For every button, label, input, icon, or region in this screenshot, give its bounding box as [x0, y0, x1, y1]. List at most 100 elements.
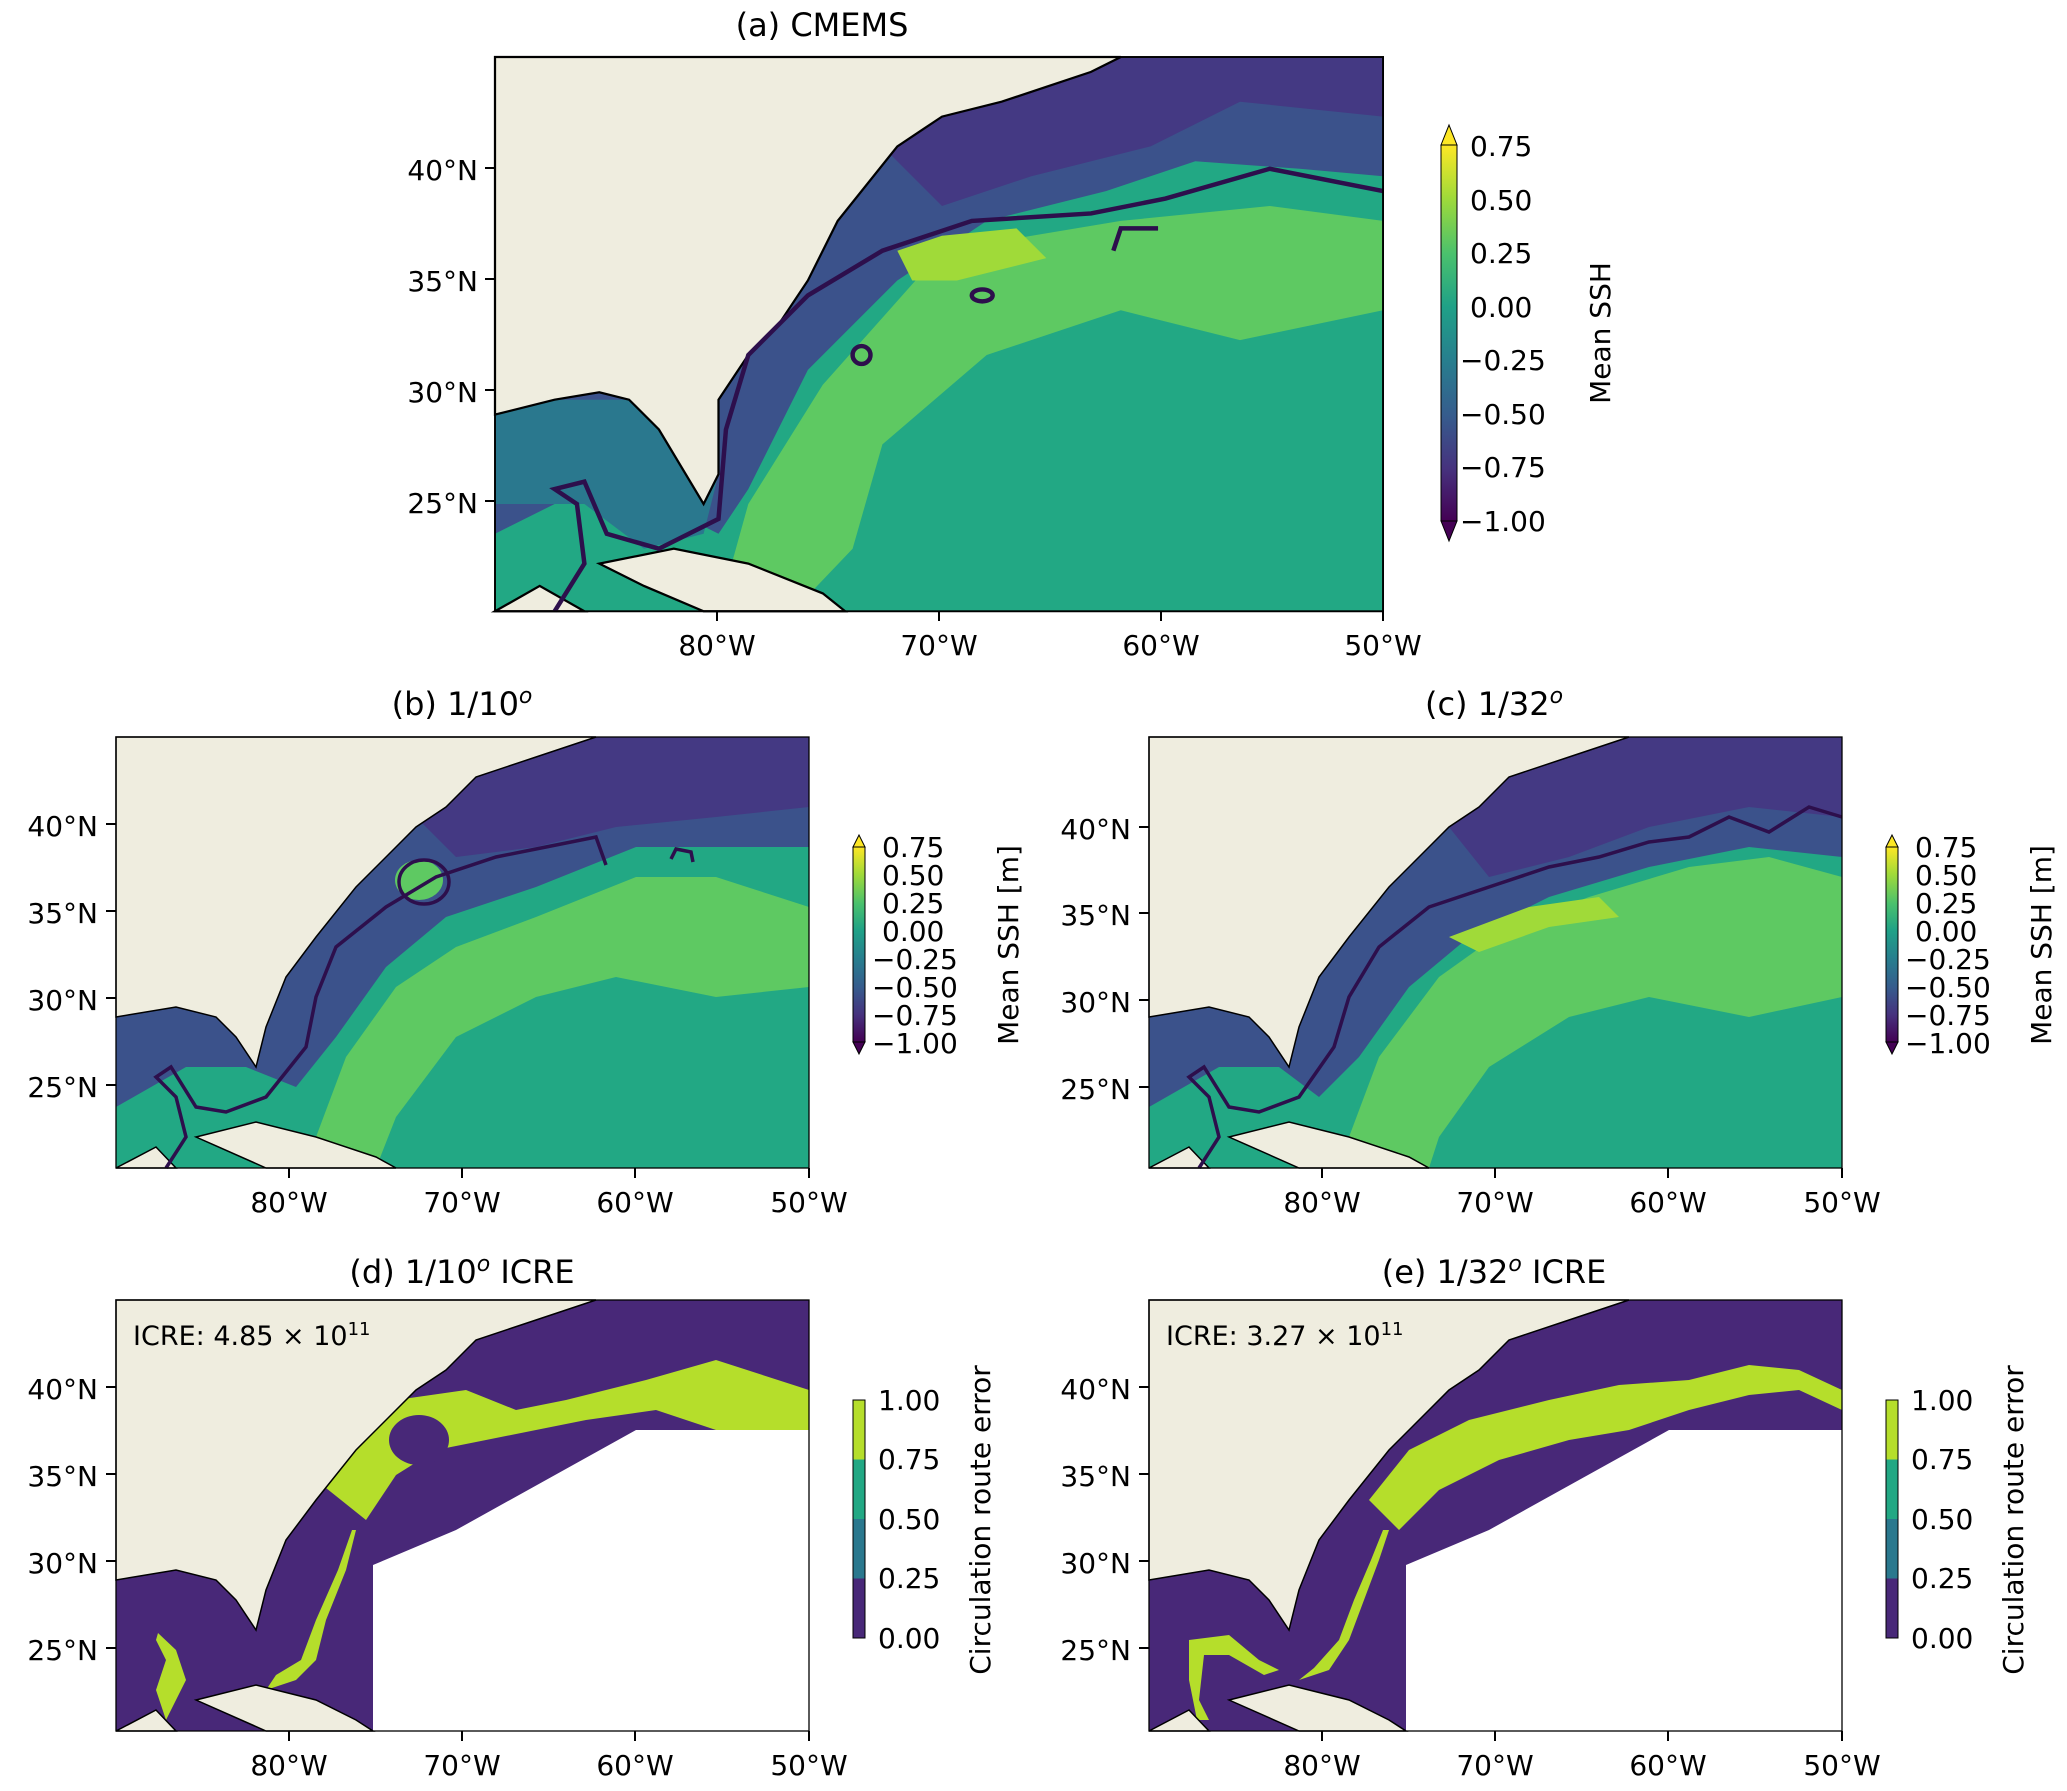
warm-eddy: [395, 860, 443, 900]
panel-c-xtick: 80°W: [1283, 1186, 1360, 1219]
panel-e-xtick: 70°W: [1456, 1749, 1533, 1782]
panel-e-xtick: 50°W: [1803, 1749, 1880, 1782]
panel-c-ytick: 30°N: [1060, 986, 1131, 1019]
panel-e-xticks: 80°W 70°W 60°W 50°W: [1283, 1731, 1881, 1782]
panel-a-xticks: 80°W 70°W 60°W 50°W: [678, 611, 1422, 662]
panel-d-map: ICRE: 4.85 × 1011: [115, 1299, 810, 1732]
panel-e-title: (e) 1/32o ICRE: [1382, 1252, 1607, 1292]
cb-tick: 0.00: [1470, 291, 1532, 324]
panel-a-xtick-80w: 80°W: [678, 629, 755, 662]
cb-tick: 0.50: [1915, 859, 1977, 892]
sargasso-high: [718, 206, 1384, 612]
panel-d-xtick: 70°W: [423, 1749, 500, 1782]
cb-tick: 0.00: [878, 1622, 940, 1655]
cb-tick: 0.50: [882, 859, 944, 892]
panel-b-ytick: 35°N: [27, 897, 98, 930]
cb-tick: 0.75: [882, 831, 944, 864]
cb-tick: −0.50: [1460, 398, 1546, 431]
cb-tick: 0.75: [1915, 831, 1977, 864]
gulfstream-contour: [549, 166, 1384, 613]
panel-c-yticks: 40°N 35°N 30°N 25°N: [1060, 813, 1149, 1106]
icre-annotation: ICRE: 3.27 × 1011: [1166, 1319, 1403, 1353]
colorbar-bottom-extend: [1440, 520, 1458, 543]
panel-d-ytick: 25°N: [27, 1634, 98, 1667]
cb-tick: −1.00: [1460, 505, 1546, 538]
land-cuba: [595, 547, 849, 613]
panel-a-yticks: 40°N 35°N 30°N 25°N: [407, 154, 495, 520]
cb-tick: 0.50: [1911, 1503, 1973, 1536]
panel-b-ytick: 40°N: [27, 810, 98, 843]
gulfstream-core: [897, 228, 1047, 281]
cb-tick: −0.25: [1905, 943, 1991, 976]
cb-tick: −0.25: [872, 943, 958, 976]
high-ssh: [1329, 857, 1842, 1168]
masked-region: [1406, 1430, 1842, 1731]
eddy-contour-2: [969, 287, 995, 304]
gulfstream-contour: [1186, 805, 1843, 1169]
panel-e-ytick: 25°N: [1060, 1634, 1131, 1667]
cb-tick: −1.00: [872, 1027, 958, 1060]
land-northeast: [1148, 736, 1630, 1069]
panel-d-xtick: 50°W: [770, 1749, 847, 1782]
panel-d-colorbar-label: Circulation route error: [964, 1365, 997, 1675]
panel-c-xtick: 70°W: [1456, 1186, 1533, 1219]
colorbar-gradient: [1885, 1399, 1899, 1639]
panel-c-ytick: 35°N: [1060, 899, 1131, 932]
eddy-contour-1: [850, 343, 873, 367]
panel-e-yticks: 40°N 35°N 30°N 25°N: [1060, 1373, 1149, 1667]
panel-b-colorbar: 0.75 0.50 0.25 0.00 −0.25 −0.50 −0.75 −1…: [852, 831, 1025, 1060]
error-streak: [1189, 1530, 1389, 1720]
panel-e: (e) 1/32o ICRE ICRE: 3.27 × 1011 40°N 35…: [1060, 1252, 2030, 1783]
panel-e-colorbar-label: Circulation route error: [1997, 1365, 2030, 1675]
cb-tick: −1.00: [1905, 1027, 1991, 1060]
cb-tick: 1.00: [878, 1384, 940, 1417]
panel-e-ytick: 35°N: [1060, 1460, 1131, 1493]
cb-tick: 0.00: [1915, 915, 1977, 948]
gulfstream-contour: [153, 834, 608, 1169]
panel-b-xtick: 70°W: [423, 1186, 500, 1219]
panel-a-ytick-25n: 25°N: [407, 487, 478, 520]
land-northeast: [115, 736, 597, 1069]
error-band-main: [316, 1360, 809, 1520]
panel-d-xtick: 60°W: [596, 1749, 673, 1782]
panel-e-map: ICRE: 3.27 × 1011: [1148, 1299, 1843, 1732]
panel-c-ytick: 40°N: [1060, 813, 1131, 846]
panel-a-xtick-70w: 70°W: [900, 629, 977, 662]
panel-e-xtick: 60°W: [1629, 1749, 1706, 1782]
panel-a-colorbar: 0.75 0.50 0.25 0.00 −0.25 −0.50 −0.75 −1…: [1440, 123, 1617, 543]
colorbar-top-extend: [852, 833, 866, 848]
panel-b-xtick: 50°W: [770, 1186, 847, 1219]
panel-c: (c) 1/32o 40°N 35°N 30°N 25°N: [1060, 684, 2058, 1220]
panel-c-title: (c) 1/32o: [1425, 684, 1563, 724]
cb-tick: 0.50: [878, 1503, 940, 1536]
panel-c-xtick: 50°W: [1803, 1186, 1880, 1219]
high-core: [1449, 897, 1619, 952]
panel-a-ytick-30n: 30°N: [407, 376, 478, 409]
panel-b-title: (b) 1/10o: [392, 684, 533, 724]
masked-region: [373, 1430, 809, 1731]
cb-tick: 0.25: [1470, 237, 1532, 270]
panel-c-colorbar-label: Mean SSH [m]: [2025, 845, 2058, 1045]
land-northeast: [1148, 1299, 1630, 1632]
land-northeast: [115, 1299, 597, 1632]
panel-d: (d) 1/10o ICRE ICRE: 4.85 × 1011 40°N 35…: [27, 1252, 997, 1783]
panel-d-ytick: 30°N: [27, 1547, 98, 1580]
cb-tick: −0.75: [1460, 451, 1546, 484]
colorbar-top-extend: [1440, 123, 1458, 146]
colorbar-gradient: [852, 1399, 866, 1639]
error-streak: [156, 1530, 356, 1720]
panel-b: (b) 1/10o 40°N 35°N 30°N 25°N: [27, 684, 1025, 1220]
colorbar-gradient: [852, 846, 866, 1043]
panel-b-yticks: 40°N 35°N 30°N 25°N: [27, 810, 116, 1104]
cb-tick: 0.75: [1470, 130, 1532, 163]
shelf-water: [116, 737, 809, 1107]
cb-tick: −0.75: [1905, 999, 1991, 1032]
cb-tick: −0.25: [1460, 344, 1546, 377]
panel-a-ytick-40n: 40°N: [407, 154, 478, 187]
panel-a-map: [490, 55, 1385, 613]
panel-e-xtick: 80°W: [1283, 1749, 1360, 1782]
cb-tick: 0.75: [878, 1443, 940, 1476]
panel-a-title: (a) CMEMS: [736, 6, 909, 44]
colorbar-bottom-extend: [1885, 1041, 1899, 1056]
panel-b-ytick: 25°N: [27, 1071, 98, 1104]
